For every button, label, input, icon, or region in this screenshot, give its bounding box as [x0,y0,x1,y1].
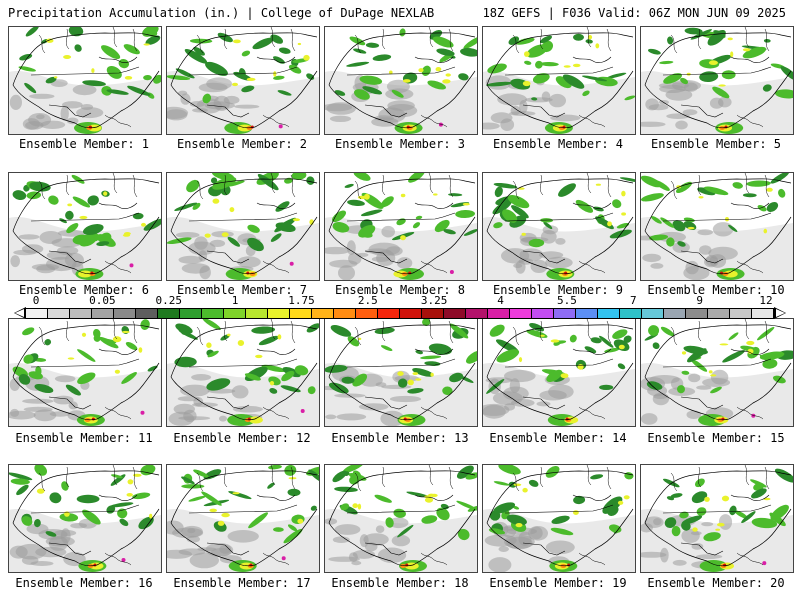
legend-swatch [268,309,290,318]
legend-swatch [576,309,598,318]
ensemble-map-panel [324,318,478,427]
model-run-info: 18Z GEFS | F036 Valid: 06Z MON JUN 09 20… [482,6,786,20]
legend-swatch [136,309,158,318]
ensemble-map-panel [8,464,162,573]
legend-swatch [202,309,224,318]
ensemble-map-panel [324,172,478,281]
ensemble-member-label: Ensemble Member: 1 [18,137,150,151]
legend-tick-label: 4 [497,294,504,307]
legend-swatch [752,309,774,318]
legend-swatch [620,309,642,318]
ensemble-member-label: Ensemble Member: 15 [647,431,785,445]
legend-tick-label: 3.25 [420,294,448,307]
legend-swatch [334,309,356,318]
legend-swatch [466,309,488,318]
ensemble-map-panel [482,172,636,281]
legend-swatch [708,309,730,318]
ensemble-member-label: Ensemble Member: 18 [331,576,469,590]
ensemble-member-label: Ensemble Member: 5 [650,137,782,151]
legend-swatch [246,309,268,318]
legend-swatch [378,309,400,318]
ensemble-member-label: Ensemble Member: 20 [647,576,785,590]
map-title: Precipitation Accumulation (in.) | Colle… [8,6,435,20]
ensemble-map-panel [640,172,794,281]
legend-tick-label: 1.75 [288,294,315,307]
legend-left-arrow [14,307,26,319]
ensemble-map-panel [166,318,320,427]
legend-swatch [642,309,664,318]
legend-tick-label: 2.5 [357,294,378,307]
legend-swatch [532,309,554,318]
ensemble-member-label: Ensemble Member: 12 [173,431,311,445]
precip-color-legend: 0 0.05 0.25 1 1.75 2.5 3.25 4 5.5 7 9 12 [10,294,790,320]
ensemble-map-panel [640,26,794,135]
ensemble-member-label: Ensemble Member: 4 [492,137,624,151]
legend-swatch [312,309,334,318]
ensemble-map-panel [166,464,320,573]
legend-swatch [664,309,686,318]
ensemble-map-panel [166,172,320,281]
legend-tick-label: 1 [231,294,239,307]
legend-swatch [48,309,70,318]
legend-swatch [70,309,92,318]
ensemble-member-label: Ensemble Member: 19 [489,576,627,590]
ensemble-member-label: Ensemble Member: 14 [489,431,627,445]
legend-tick-label: 5.5 [556,294,577,307]
ensemble-member-label: Ensemble Member: 16 [15,576,153,590]
ensemble-map-panel [482,26,636,135]
ensemble-map-panel [8,26,162,135]
ensemble-map-panel [640,318,794,427]
ensemble-member-label: Ensemble Member: 13 [331,431,469,445]
legend-tick-label: 9 [696,294,703,307]
legend-tick-label: 0.25 [155,294,182,307]
legend-tick-label: 7 [629,294,637,307]
legend-color-bar [26,308,774,319]
legend-swatch [92,309,114,318]
ensemble-member-label: Ensemble Member: 3 [334,137,466,151]
legend-swatch [290,309,312,318]
ensemble-map-panel [166,26,320,135]
legend-swatch [158,309,180,318]
ensemble-member-label: Ensemble Member: 11 [15,431,153,445]
ensemble-map-panel [324,26,478,135]
ensemble-member-label: Ensemble Member: 10 [647,283,785,297]
ensemble-map-panel [8,172,162,281]
legend-tick-label: 0.05 [89,294,116,307]
ensemble-map-panel [324,464,478,573]
ensemble-member-label: Ensemble Member: 17 [173,576,311,590]
ensemble-map-panel [640,464,794,573]
legend-tick-label: 12 [759,294,773,307]
legend-swatch [356,309,378,318]
ensemble-member-label: Ensemble Member: 6 [18,283,150,297]
legend-swatch [510,309,532,318]
legend-swatch [26,309,48,318]
legend-swatch [400,309,422,318]
legend-right-arrow [774,307,786,319]
legend-swatch [422,309,444,318]
ensemble-map-panel [482,318,636,427]
legend-swatch [554,309,576,318]
legend-swatch [114,309,136,318]
legend-swatch [180,309,202,318]
legend-swatch [686,309,708,318]
legend-swatch [224,309,246,318]
ensemble-map-panel [8,318,162,427]
legend-tick-label: 0 [32,294,40,307]
ensemble-member-label: Ensemble Member: 8 [334,283,466,297]
legend-swatch [730,309,752,318]
ensemble-member-label: Ensemble Member: 7 [176,283,308,297]
ensemble-map-panel [482,464,636,573]
ensemble-member-label: Ensemble Member: 9 [492,283,624,297]
legend-swatch [488,309,510,318]
legend-swatch [444,309,466,318]
legend-swatch [598,309,620,318]
ensemble-member-label: Ensemble Member: 2 [176,137,308,151]
